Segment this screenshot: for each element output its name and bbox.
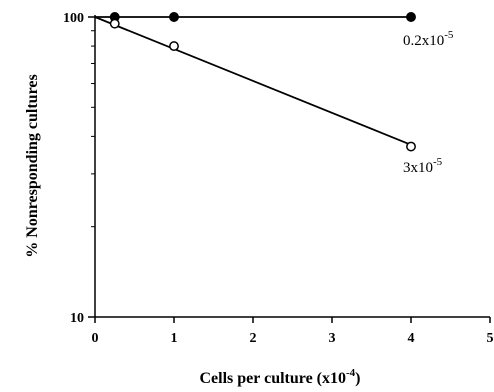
x-tick-label-2: 2	[250, 331, 257, 346]
plot-area: 0 1 2 3 4 5 10 100	[63, 11, 494, 346]
x-tick-label-4: 4	[408, 331, 415, 346]
y-axis-title: % Nonresponding cultures	[24, 74, 41, 257]
series-label-1: 3x10-5	[403, 156, 443, 176]
y-tick-label-0: 10	[70, 311, 84, 326]
series-markers	[109, 12, 416, 152]
y-tick-label-1: 100	[63, 11, 84, 26]
series-1-point-2	[406, 141, 416, 152]
y-ticks: 10 100	[63, 11, 95, 326]
x-tick-label-3: 3	[329, 331, 336, 346]
series-label-0: 0.2x10-5	[403, 29, 454, 49]
x-tick-label-1: 1	[171, 331, 178, 346]
x-tick-label-0: 0	[92, 331, 99, 346]
series-0-point-1	[169, 12, 179, 22]
series-lines	[94, 16, 412, 146]
series-1-point-1	[169, 41, 179, 52]
x-axis-title: Cells per culture (x10-4)	[200, 367, 361, 387]
x-ticks: 0 1 2 3 4 5	[92, 317, 494, 346]
series-1-point-0	[109, 18, 120, 29]
y-minor-ticks	[91, 30, 95, 228]
x-tick-label-5: 5	[487, 331, 494, 346]
series-1-line	[94, 16, 412, 146]
series-0-point-2	[406, 12, 416, 22]
